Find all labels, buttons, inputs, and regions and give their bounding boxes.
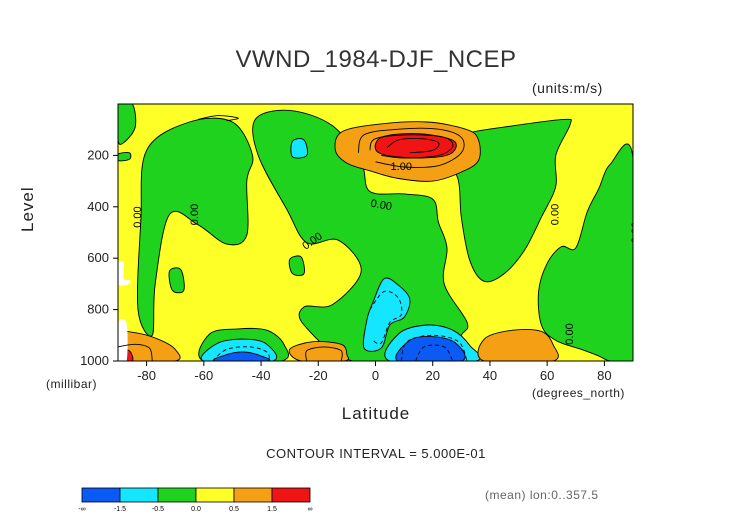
contour-interval-text: CONTOUR INTERVAL = 5.000E-01 xyxy=(266,446,486,461)
x-tick-label-5: 20 xyxy=(425,368,439,383)
contour-region-19 xyxy=(118,330,181,361)
contour-label-0: 0.00 xyxy=(132,206,144,227)
contour-line-25 xyxy=(369,290,403,345)
x-tick-label-2: -40 xyxy=(252,368,271,383)
x-tick-label-0: -80 xyxy=(137,368,156,383)
contour-region-21 xyxy=(374,133,457,159)
colorbar-swatch-3 xyxy=(195,487,235,503)
contour-region-2 xyxy=(252,109,469,361)
x-tick-label-3: -20 xyxy=(309,368,328,383)
x-axis-unit: (degrees_north) xyxy=(532,386,625,400)
contour-region-18 xyxy=(288,341,349,361)
units-label: (units:m/s) xyxy=(532,80,603,96)
contour-region-8 xyxy=(168,267,185,294)
colorbar-label-6: ∞ xyxy=(308,506,313,513)
colorbar-label-5: 1.5 xyxy=(267,506,277,513)
colorbar-label-3: 0.0 xyxy=(191,506,201,513)
x-tick-label-6: 40 xyxy=(483,368,497,383)
contour-label-7: 0.00 xyxy=(564,323,576,344)
mean-longitude-text: (mean) lon:0..357.5 xyxy=(485,488,599,502)
y-tick-label-4: 1000 xyxy=(80,353,109,368)
x-axis-label: Latitude xyxy=(341,404,411,423)
colorbar-label-4: 0.5 xyxy=(229,506,239,513)
contour-region-23 xyxy=(118,261,131,286)
contour-region-7 xyxy=(118,152,132,162)
contour-label-5: 0.00 xyxy=(550,204,562,225)
colorbar-label-2: -0.5 xyxy=(152,506,164,513)
colorbar-swatch-5 xyxy=(271,487,311,503)
contour-region-1 xyxy=(136,117,254,337)
colorbar-swatch-1 xyxy=(119,487,159,503)
colorbar-swatch-4 xyxy=(233,487,273,503)
contour-label-6: 0.00 xyxy=(630,222,642,243)
x-tick-label-8: 80 xyxy=(597,368,611,383)
y-tick-label-1: 400 xyxy=(87,199,109,214)
contour-label-1: 0.00 xyxy=(189,204,201,225)
chart-title: VWND_1984-DJF_NCEP xyxy=(235,46,517,73)
y-axis-unit: (millibar) xyxy=(46,377,97,391)
contour-region-13 xyxy=(290,138,308,159)
contour-label-4: 1.00 xyxy=(391,161,412,173)
contour-region-20 xyxy=(477,328,559,361)
contour-region-9 xyxy=(288,255,305,276)
colorbar-label-0: -∞ xyxy=(78,506,85,513)
contour-region-5 xyxy=(118,104,137,145)
contour-region-10 xyxy=(362,277,411,352)
x-tick-label-1: -60 xyxy=(194,368,213,383)
y-tick-label-2: 600 xyxy=(87,250,109,265)
contour-line-30 xyxy=(369,134,454,159)
y-tick-label-0: 200 xyxy=(87,147,109,162)
contour-region-15 xyxy=(395,336,466,361)
x-tick-label-4: 0 xyxy=(372,368,379,383)
contour-line-29 xyxy=(357,127,465,168)
contour-line-32 xyxy=(305,346,343,361)
contour-region-4 xyxy=(537,143,633,361)
contour-line-28 xyxy=(212,346,271,361)
contour-line-26 xyxy=(400,334,468,361)
colorbar-swatch-0 xyxy=(81,487,121,503)
contour-line-31 xyxy=(386,138,440,154)
contour-line-34 xyxy=(198,115,239,122)
contour-line-33 xyxy=(118,343,153,361)
colorbar-swatch-2 xyxy=(157,487,197,503)
colorbar-label-1: -1.5 xyxy=(114,506,126,513)
contour-region-16 xyxy=(213,351,271,361)
contour-region-24 xyxy=(118,319,128,361)
contour-label-3: 0.00 xyxy=(370,198,393,214)
y-tick-label-3: 800 xyxy=(87,302,109,317)
contour-line-27 xyxy=(415,344,454,361)
x-tick-label-7: 60 xyxy=(540,368,554,383)
